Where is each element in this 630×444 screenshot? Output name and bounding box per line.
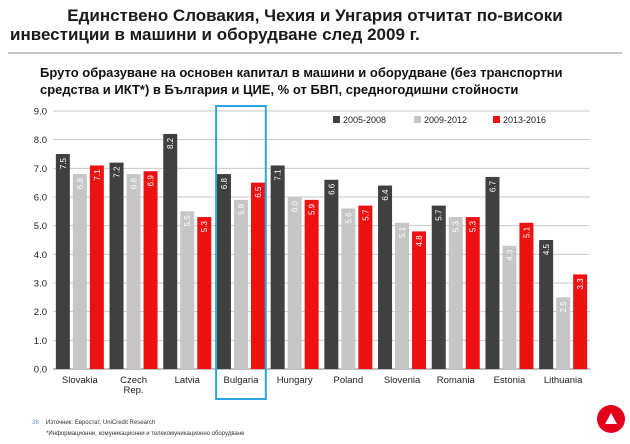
data-label: 5.6 [344, 212, 353, 224]
bar [341, 208, 356, 369]
data-label: 6.9 [147, 175, 156, 187]
data-label: 5.9 [308, 203, 317, 215]
bar [358, 205, 373, 369]
bar [539, 240, 554, 369]
data-label: 6.4 [381, 189, 390, 201]
data-label: 5.1 [522, 226, 531, 238]
data-label: 5.5 [183, 215, 192, 227]
x-tick-label: Romania [437, 375, 476, 386]
bar [324, 179, 339, 369]
data-label: 6.5 [254, 186, 263, 198]
data-label: 6.7 [488, 180, 497, 192]
bar [126, 174, 141, 369]
y-tick-label: 1.0 [34, 336, 47, 347]
bar [412, 231, 427, 369]
x-tick-label: Poland [334, 375, 364, 386]
bar [55, 154, 70, 369]
data-label: 2.5 [559, 301, 568, 313]
data-label: 4.5 [542, 243, 551, 255]
data-label: 5.1 [398, 226, 407, 238]
bar [197, 217, 212, 369]
y-tick-label: 3.0 [34, 279, 47, 290]
bar [431, 205, 446, 369]
bar [109, 162, 124, 369]
bar [287, 197, 302, 369]
y-tick-label: 5.0 [34, 221, 47, 232]
data-label: 7.2 [113, 166, 122, 178]
bar [304, 199, 319, 369]
source-note: Източник: Евростат, UniCredit Research [46, 420, 156, 426]
bar [448, 217, 463, 369]
bar [395, 222, 410, 369]
slide-title-line1: Единствено Словакия, Чехия и Унгария отч… [67, 6, 563, 25]
bar [250, 182, 265, 369]
slide-title-line2: инвестиции в машини и оборудване след 20… [10, 25, 420, 44]
y-tick-label: 0.0 [34, 365, 47, 376]
x-tick-label: Rep. [124, 385, 144, 396]
bar [143, 171, 158, 369]
data-label: 6.8 [130, 178, 139, 190]
data-label: 4.8 [415, 235, 424, 247]
bar [502, 245, 517, 369]
data-label: 5.9 [237, 203, 246, 215]
data-label: 7.1 [274, 169, 283, 181]
data-label: 7.1 [93, 169, 102, 181]
bar [573, 274, 588, 369]
data-label: 3.3 [576, 278, 585, 290]
x-tick-label: Latvia [175, 375, 201, 386]
x-tick-label: Bulgaria [224, 375, 260, 386]
bar [89, 165, 104, 369]
y-tick-label: 9.0 [34, 107, 47, 118]
data-label: 5.7 [435, 209, 444, 221]
y-tick-label: 8.0 [34, 135, 47, 146]
bar [216, 174, 231, 369]
y-tick-label: 6.0 [34, 193, 47, 204]
bulgaria-highlight-box [215, 105, 267, 400]
legend-swatch [333, 116, 340, 123]
bar [270, 165, 285, 369]
data-label: 7.5 [59, 157, 68, 169]
bar-chart: 0.0 1.0 2.0 3.0 4.0 5.0 6.0 7.0 8.0 9.0 7.5 6.8 7.1 S… [34, 105, 590, 400]
footnote: *Информационни, комуникационни и телеком… [46, 431, 245, 437]
data-label: 6.8 [76, 178, 85, 190]
x-tick-label: Lithuania [544, 375, 583, 386]
data-label: 5.3 [469, 221, 478, 233]
x-tick-label: Estonia [494, 375, 526, 386]
x-tick-label: Czech [120, 375, 147, 386]
data-label: 6.8 [220, 178, 229, 190]
y-tick-label: 7.0 [34, 164, 47, 175]
x-tick-label: Slovakia [62, 375, 99, 386]
legend-swatch [414, 116, 421, 123]
bar [378, 185, 393, 369]
data-label: 4.3 [505, 249, 514, 261]
bar [163, 133, 178, 369]
legend-label: 2005-2008 [343, 115, 386, 125]
page-number: 38 [32, 420, 39, 426]
bar [233, 199, 248, 369]
data-label: 5.7 [361, 209, 370, 221]
title-divider [8, 52, 622, 54]
y-tick-label: 4.0 [34, 250, 47, 261]
bar [485, 176, 500, 369]
y-tick-label: 2.0 [34, 307, 47, 318]
data-label: 8.2 [166, 137, 175, 149]
data-label: 6.6 [327, 183, 336, 195]
legend-label: 2009-2012 [424, 115, 467, 125]
data-label: 5.3 [200, 221, 209, 233]
unicredit-logo-icon [597, 405, 625, 433]
chart-title-line1: Бруто образуване на основен капитал в ма… [40, 65, 563, 80]
bar [72, 174, 87, 369]
bar [180, 211, 195, 369]
legend-swatch [493, 116, 500, 123]
data-label: 6.0 [291, 200, 300, 212]
legend-label: 2013-2016 [503, 115, 546, 125]
bar [465, 217, 480, 369]
bar [556, 297, 571, 369]
x-tick-label: Hungary [277, 375, 313, 386]
bar [519, 222, 534, 369]
chart-title-line2: средства и ИКТ*) в България и ЦИЕ, % от … [40, 82, 519, 97]
data-label: 5.3 [452, 221, 461, 233]
x-tick-label: Slovenia [384, 375, 421, 386]
